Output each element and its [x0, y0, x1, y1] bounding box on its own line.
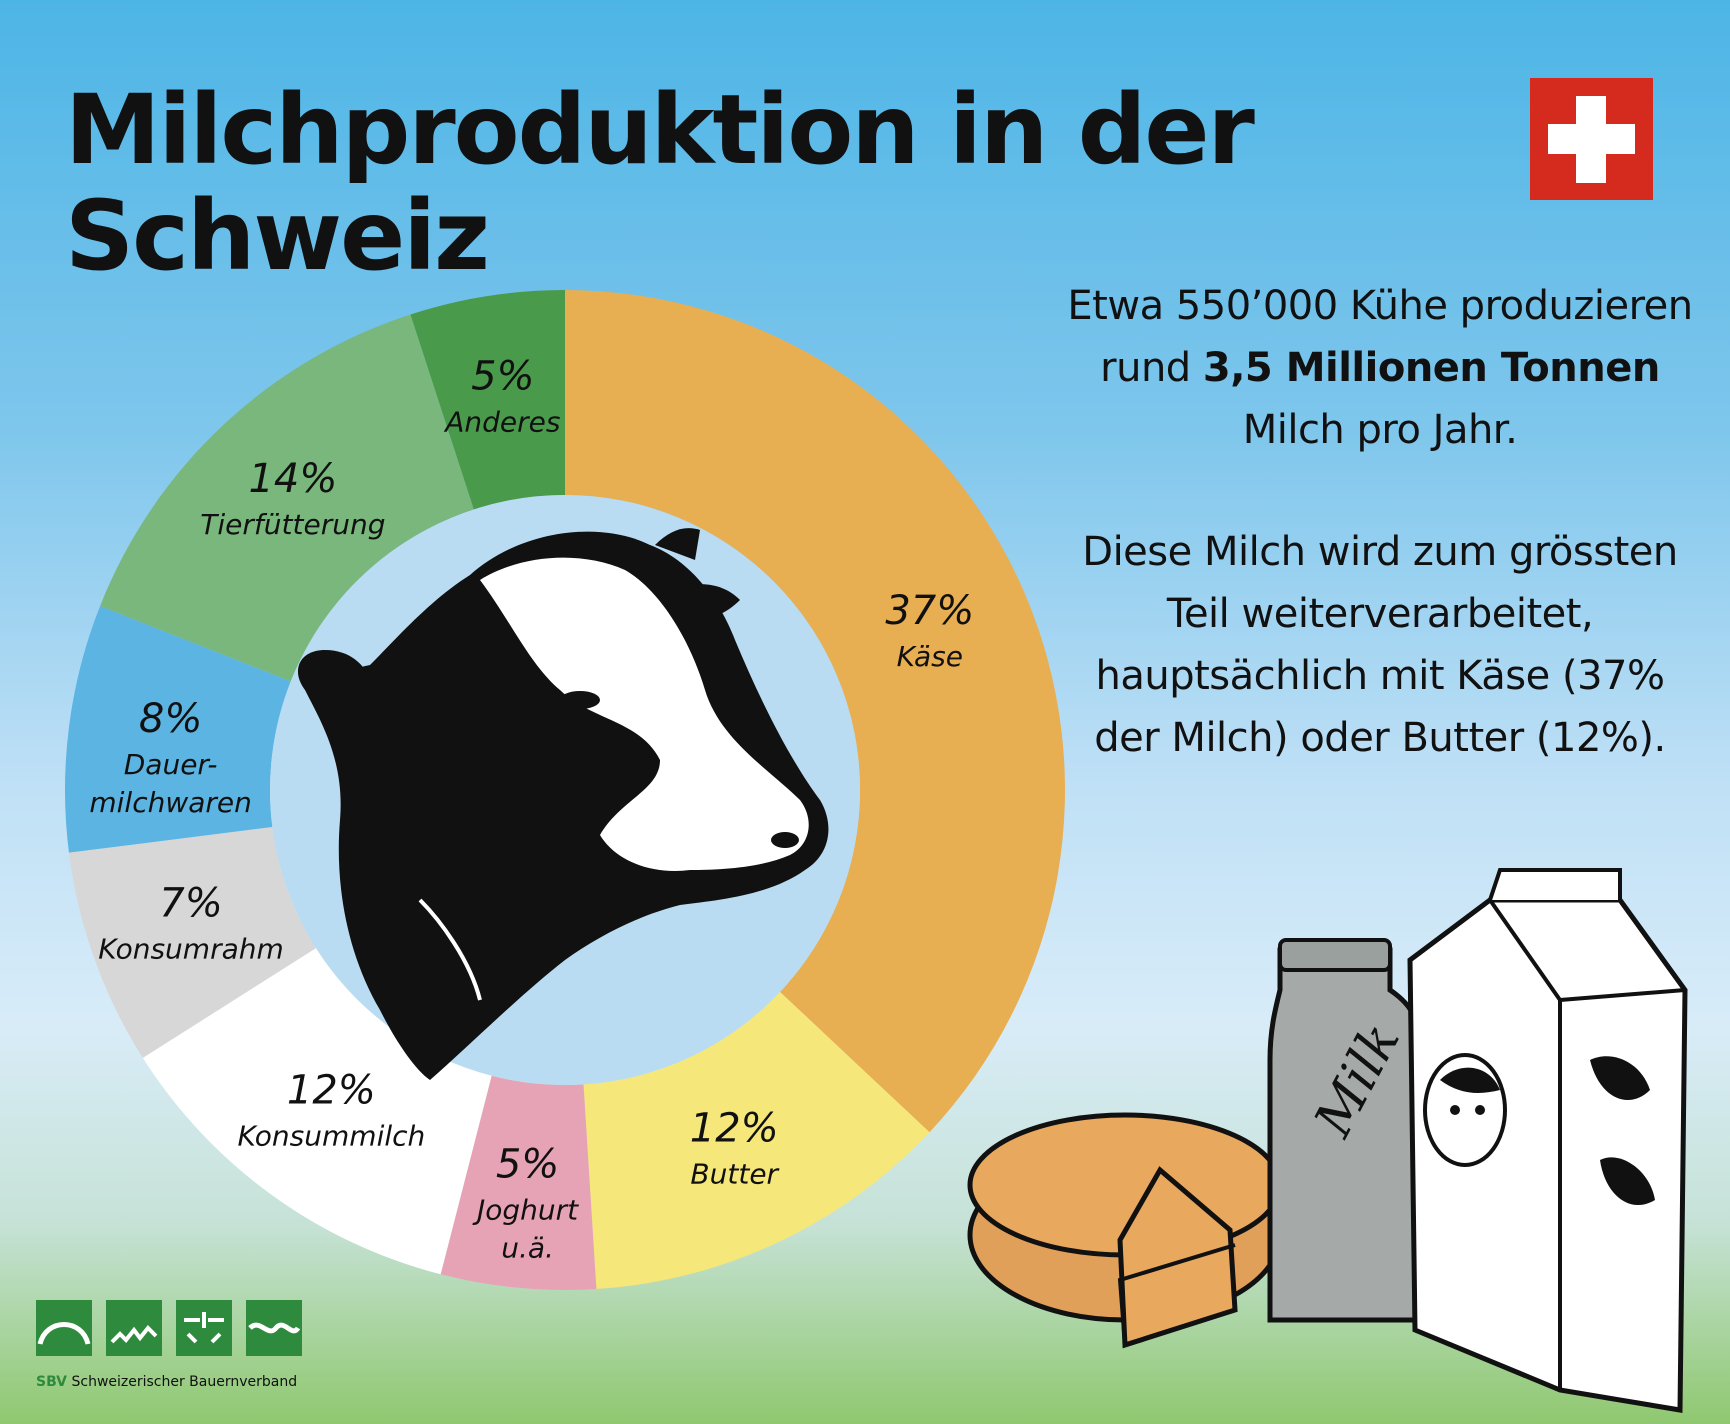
milk-bottle-icon: Milk — [1267, 938, 1423, 1323]
info-paragraph-2: Diese Milch wird zum grössten Teil weite… — [1082, 529, 1678, 761]
slice-value-0: 37% — [885, 588, 974, 634]
slice-5 — [65, 605, 291, 853]
slice-label-5-0: Dauer- — [124, 748, 218, 781]
slice-label-1-0: Butter — [690, 1158, 779, 1191]
page-title: Milchproduktion in der Schweiz — [65, 74, 1255, 292]
slice-label-6-0: Tierfütterung — [200, 508, 385, 541]
slice-1 — [583, 991, 930, 1290]
cheese-wheel-icon — [967, 1112, 1283, 1349]
logo-tile-3 — [176, 1300, 232, 1356]
slice-2 — [440, 1075, 597, 1290]
slice-label-7-0: Anderes — [443, 405, 560, 438]
slice-value-3: 12% — [287, 1068, 376, 1114]
cow-head-icon — [297, 528, 829, 1080]
slice-3 — [142, 948, 492, 1275]
footer-name: Schweizerischer Bauernverband — [71, 1374, 298, 1390]
info-text: Etwa 550’000 Kühe produzieren rund 3,5 M… — [1060, 275, 1700, 829]
slice-label-5-1: milchwaren — [89, 786, 252, 819]
slice-value-1: 12% — [690, 1106, 779, 1152]
slice-7 — [410, 290, 565, 510]
chart-labels: 37% Käse 12% Butter 5% Joghurt u.ä. 12% Konsummi… — [89, 353, 974, 1264]
logo-tile-2 — [106, 1300, 162, 1356]
slice-6 — [100, 314, 474, 682]
footer-org: SBV Schweizerischer Bauernverband — [36, 1374, 297, 1390]
slice-label-3-0: Konsummilch — [237, 1120, 425, 1153]
slice-value-7: 5% — [471, 353, 534, 399]
slice-0 — [565, 290, 1065, 1133]
slice-value-6: 14% — [248, 456, 337, 502]
slice-value-4: 7% — [159, 881, 222, 927]
milk-carton-icon — [1407, 868, 1688, 1413]
swiss-flag-icon — [1530, 78, 1653, 200]
slice-label-4-0: Konsumrahm — [98, 933, 284, 966]
slice-label-2-1: u.ä. — [501, 1232, 554, 1265]
slice-label-2-0: Joghurt — [472, 1194, 579, 1227]
logo-tile-4 — [246, 1300, 302, 1356]
footer-abbr: SBV — [36, 1374, 68, 1390]
slice-label-0-0: Käse — [897, 640, 963, 673]
slice-4 — [68, 826, 316, 1058]
slice-value-2: 5% — [496, 1142, 559, 1188]
slice-value-5: 8% — [139, 696, 202, 742]
logo-tile-1 — [36, 1300, 92, 1356]
info-paragraph-1: Etwa 550’000 Kühe produzieren rund 3,5 M… — [1067, 283, 1693, 453]
